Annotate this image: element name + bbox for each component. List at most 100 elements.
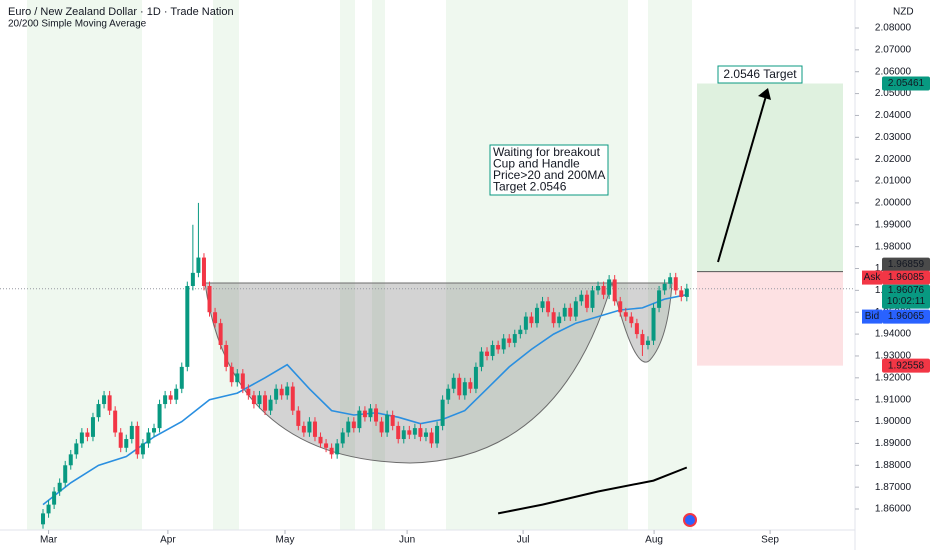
candle-body xyxy=(573,301,578,317)
candle-body xyxy=(41,513,46,525)
y-tick-label: 2.08000 xyxy=(875,23,912,34)
candle-body xyxy=(235,373,240,383)
candle-body xyxy=(113,410,118,433)
candle-body xyxy=(640,334,645,346)
y-tick-label: 1.93000 xyxy=(875,351,912,362)
candle-body xyxy=(518,329,523,335)
price-axis: 1.86000 1.87000 1.88000 1.89000 1.90000 1.910… xyxy=(855,23,930,515)
countdown: 10:02:11 xyxy=(887,296,926,307)
y-tick-label: 2.06000 xyxy=(875,66,912,77)
candle-body xyxy=(490,345,495,356)
candle-body xyxy=(174,388,179,400)
candle-body xyxy=(279,388,284,396)
entry-price-box xyxy=(882,257,930,272)
candle-body xyxy=(74,443,79,455)
x-tick-label: Apr xyxy=(160,535,176,546)
candle-body xyxy=(224,345,229,367)
candle-body xyxy=(118,432,123,448)
candle-body xyxy=(179,366,184,389)
candle-body xyxy=(312,421,317,437)
candle-body xyxy=(657,290,662,308)
y-tick-label: 2.03000 xyxy=(875,132,912,143)
candle-body xyxy=(124,439,129,448)
candle-body xyxy=(229,366,234,383)
candle-body xyxy=(385,414,390,433)
candle-body xyxy=(523,316,528,330)
entry-price: 1.96859 xyxy=(888,259,925,270)
stop-price: 1.92558 xyxy=(888,360,925,371)
candle-body xyxy=(190,272,195,286)
target-price-box xyxy=(882,76,930,91)
session-band xyxy=(372,0,385,530)
candle-body xyxy=(107,395,112,411)
chart-subtitle: 20/200 Simple Moving Average xyxy=(8,19,147,30)
candle-body xyxy=(579,294,584,302)
chart-title: Euro / New Zealand Dollar · 1D · Trade N… xyxy=(8,6,234,18)
candle-body xyxy=(185,285,190,367)
candle-body xyxy=(135,425,140,455)
candle-body xyxy=(401,430,406,440)
bid-tag xyxy=(862,309,882,324)
candle-body xyxy=(79,432,84,444)
candle-body xyxy=(324,443,329,448)
candle-body xyxy=(601,285,606,295)
candle-body xyxy=(462,382,467,396)
y-tick-label: 1.86000 xyxy=(875,504,912,515)
candle-body xyxy=(590,290,595,308)
candle-body xyxy=(274,388,279,400)
y-tick-label: 1.94000 xyxy=(875,329,912,340)
y-tick-label: 1.92000 xyxy=(875,372,912,383)
y-tick-label: 2.05000 xyxy=(875,88,912,99)
ask-tag xyxy=(862,270,882,285)
y-tick-label: 1.90000 xyxy=(875,416,912,427)
candle-body xyxy=(562,307,567,317)
plot xyxy=(0,202,855,529)
candle-body xyxy=(246,388,251,396)
y-tick-label: 1.98000 xyxy=(875,241,912,252)
candle-body xyxy=(501,338,506,350)
candle-body xyxy=(684,288,689,297)
candle-body xyxy=(196,257,201,273)
candle-body xyxy=(423,432,428,437)
last-price: 1.96076 xyxy=(888,285,925,296)
candle-body xyxy=(90,417,95,437)
candle-body xyxy=(512,334,517,343)
annotation-line: Target 2.0546 xyxy=(493,180,567,194)
moving-average xyxy=(497,466,688,515)
candle-body xyxy=(96,404,101,418)
bid-price: 1.96065 xyxy=(888,311,925,322)
candle-body xyxy=(507,338,512,343)
ask-price: 1.96085 xyxy=(888,272,925,283)
ask-price-box xyxy=(882,270,930,285)
candle-body xyxy=(157,404,162,429)
candle-body xyxy=(529,316,534,324)
candle-body xyxy=(351,421,356,429)
position-tool xyxy=(697,83,843,366)
candle-body xyxy=(368,408,373,418)
candle-body xyxy=(307,421,312,433)
session-band xyxy=(340,0,355,530)
y-tick-label: 1.91000 xyxy=(875,394,912,405)
candle-body xyxy=(396,425,401,440)
candle-body xyxy=(418,428,423,437)
candle-body xyxy=(213,312,218,324)
candle-body xyxy=(285,386,290,396)
session-bands xyxy=(27,0,692,530)
session-band xyxy=(446,0,628,530)
candle-body xyxy=(568,307,573,317)
candle-body xyxy=(163,395,168,405)
candle-body xyxy=(496,345,501,350)
candle-body xyxy=(557,316,562,324)
currency-label: NZD xyxy=(893,7,914,18)
y-tick-label: 1.87000 xyxy=(875,482,912,493)
candle-body xyxy=(440,399,445,426)
candle-body xyxy=(152,428,157,433)
candle-body xyxy=(479,351,484,367)
candle-body xyxy=(46,504,51,514)
cup-drawing xyxy=(204,281,673,464)
candle-body xyxy=(429,432,434,444)
x-tick-label: Aug xyxy=(645,535,663,546)
annotation-box xyxy=(489,144,609,196)
candle-body xyxy=(207,285,212,313)
